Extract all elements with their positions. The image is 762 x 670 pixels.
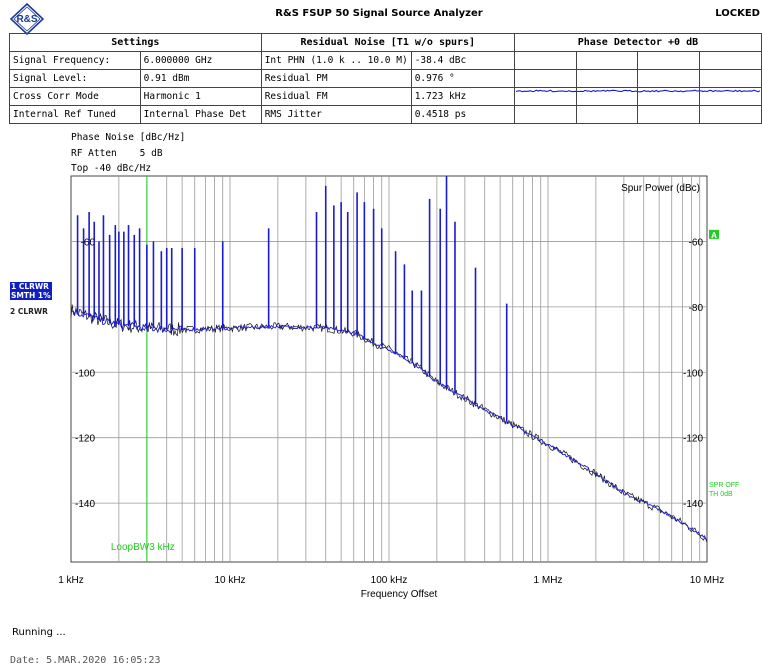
date-stamp: Date: 5.MAR.2020 16:05:23	[10, 655, 161, 666]
residual-label: Residual PM	[260, 69, 412, 88]
spr-off-label: SPR OFF	[709, 482, 739, 489]
rs-logo: R&S	[9, 2, 45, 36]
right-axis-title: Spur Power (dBc)	[621, 183, 700, 194]
lock-status: LOCKED	[715, 8, 760, 19]
marker-a-box	[709, 229, 719, 239]
settings-label: Internal Ref Tuned	[9, 105, 141, 124]
top-level-label: Top -40 dBc/Hz	[71, 163, 152, 174]
trace1-mode: 1 CLRWR	[11, 282, 49, 291]
x-tick-label: 100 kHz	[371, 575, 408, 586]
y-tick-label-left: -120	[75, 434, 95, 445]
settings-header: Settings	[9, 33, 262, 52]
spr-threshold-label: TH 0dB	[709, 491, 733, 498]
x-axis-label: Frequency Offset	[361, 589, 438, 600]
y-tick-label-right: -140	[683, 499, 703, 510]
trace1-label: 1 CLRWR SMTH 1%	[10, 282, 52, 300]
trace-2-line	[70, 304, 708, 543]
trace1-smoothing: SMTH 1%	[11, 291, 51, 300]
settings-label: Signal Frequency:	[9, 51, 141, 70]
measurement-label: Phase Noise [dBc/Hz]	[71, 132, 186, 143]
rf-atten-text: RF Atten	[71, 148, 117, 159]
trace-1-line	[70, 308, 708, 541]
residual-value: 1.723 kHz	[410, 87, 515, 106]
residual-value: 0.976 °	[410, 69, 515, 88]
rf-atten-label: RF Atten 5 dB	[71, 148, 163, 159]
y-tick-label-left: -100	[75, 368, 95, 379]
y-tick-label-right: -60	[689, 237, 704, 248]
settings-value: Harmonic 1	[139, 87, 262, 106]
status-running: Running ...	[12, 627, 66, 638]
rf-atten-value: 5 dB	[139, 148, 163, 159]
logo-text: R&S	[16, 14, 37, 25]
x-tick-label: 10 MHz	[690, 575, 724, 586]
x-tick-label: 1 kHz	[58, 575, 84, 586]
settings-table: Settings Residual Noise [T1 w/o spurs] P…	[9, 33, 762, 124]
residual-label: Residual FM	[260, 87, 412, 106]
y-tick-label-right: -80	[689, 303, 704, 314]
y-tick-label-right: -100	[683, 368, 703, 379]
settings-value: Internal Phase Det	[139, 105, 262, 124]
marker-a-label: A	[711, 231, 717, 240]
settings-value: 0.91 dBm	[139, 69, 262, 88]
y-tick-label-left: -140	[75, 499, 95, 510]
x-tick-label: 10 kHz	[214, 575, 245, 586]
table-row: Signal Frequency: 6.000000 GHz Int PHN (…	[9, 51, 762, 70]
app-title: R&S FSUP 50 Signal Source Analyzer	[275, 8, 483, 19]
residual-label: Int PHN (1.0 k .. 10.0 M)	[260, 51, 412, 70]
residual-value: 0.4518 ps	[410, 105, 515, 124]
table-row: Internal Ref Tuned Internal Phase Det RM…	[9, 105, 762, 124]
settings-value: 6.000000 GHz	[139, 51, 262, 70]
phase-detector-header: Phase Detector +0 dB	[513, 33, 762, 52]
residual-noise-header: Residual Noise [T1 w/o spurs]	[260, 33, 515, 52]
trace2-label: 2 CLRWR	[10, 307, 48, 316]
y-tick-label-left: -60	[81, 237, 96, 248]
residual-label: RMS Jitter	[260, 105, 412, 124]
residual-value: -38.4 dBc	[410, 51, 515, 70]
y-tick-label-right: -120	[683, 434, 703, 445]
table-row: Cross Corr Mode Harmonic 1 Residual FM 1…	[9, 87, 762, 106]
table-row: Signal Level: 0.91 dBm Residual PM 0.976…	[9, 69, 762, 88]
loop-bw-label: LoopBW3 kHz	[111, 542, 175, 553]
x-tick-label: 1 MHz	[534, 575, 563, 586]
settings-label: Signal Level:	[9, 69, 141, 88]
settings-label: Cross Corr Mode	[9, 87, 141, 106]
